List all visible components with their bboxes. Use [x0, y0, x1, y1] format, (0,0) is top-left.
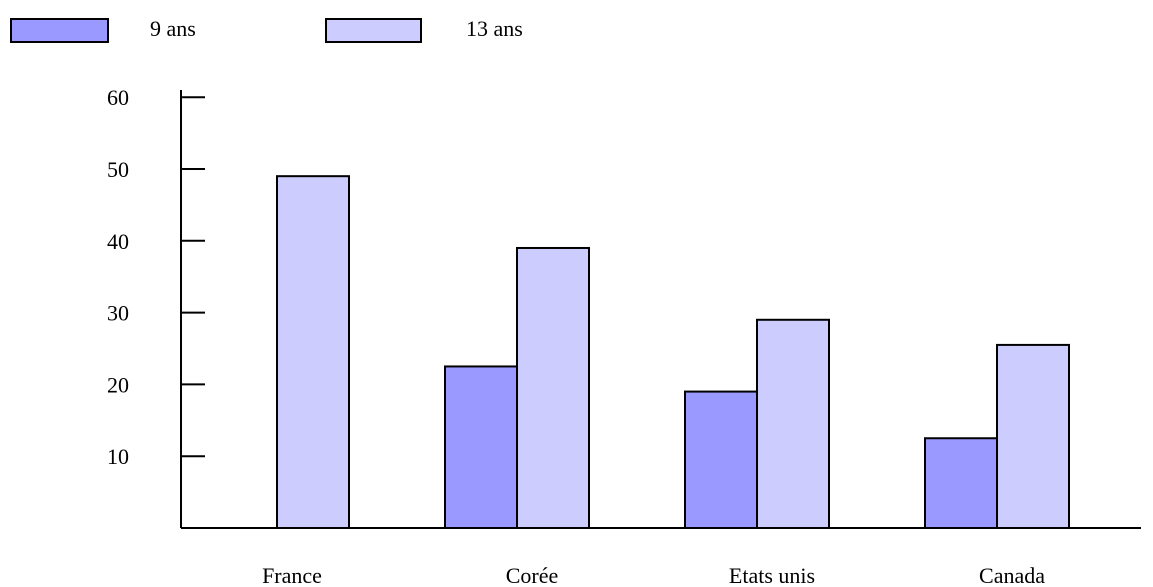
bar-9-ans-4	[924, 437, 998, 529]
legend: 9 ans 13 ans	[10, 16, 523, 43]
y-tick-label-10: 10	[107, 444, 129, 469]
bar-9-ans-3	[684, 390, 758, 529]
x-tick-label-3: Etats unis	[729, 563, 815, 587]
legend-swatch-1	[10, 18, 109, 43]
labels: 10 20 30 40 50 60 France Corée Etats unis Canada	[107, 85, 1045, 587]
x-tick-label-4: Canada	[979, 563, 1045, 587]
legend-label-1: 9 ans	[150, 16, 196, 41]
y-tick-label-30: 30	[107, 301, 129, 326]
bar-13-ans-3	[756, 318, 830, 529]
y-tick-label-60: 60	[107, 85, 129, 110]
bar-9-ans-2	[444, 365, 518, 530]
axes	[180, 90, 1141, 529]
y-tick-label-20: 20	[107, 372, 129, 397]
legend-swatch-2	[325, 18, 422, 43]
y-tick-label-50: 50	[107, 157, 129, 182]
legend-label-2: 13 ans	[466, 16, 523, 41]
bar-13-ans-4	[996, 343, 1070, 529]
y-tick-label-40: 40	[107, 229, 129, 254]
bars	[276, 175, 1070, 530]
x-tick-label-1: France	[262, 563, 322, 587]
bar-13-ans-1	[276, 175, 350, 529]
x-tick-label-2: Corée	[506, 563, 559, 587]
bar-13-ans-2	[516, 246, 590, 529]
